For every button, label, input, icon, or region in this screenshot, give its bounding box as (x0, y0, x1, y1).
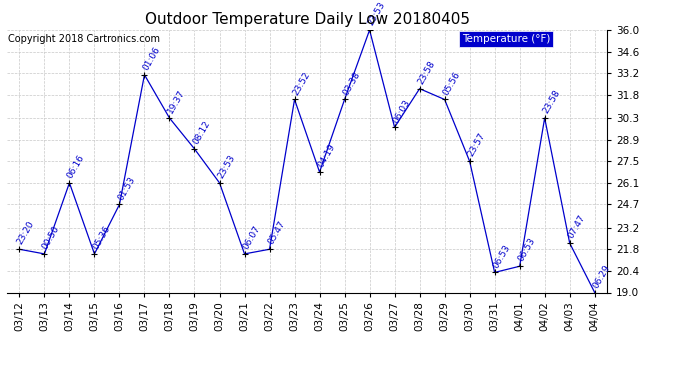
Text: Temperature (°F): Temperature (°F) (462, 34, 551, 44)
Text: 05:36: 05:36 (91, 224, 112, 251)
Text: 23:20: 23:20 (16, 220, 37, 246)
Text: 08:12: 08:12 (191, 119, 212, 146)
Text: 06:53: 06:53 (491, 243, 512, 270)
Text: 01:06: 01:06 (141, 45, 161, 72)
Text: 06:16: 06:16 (66, 153, 86, 180)
Text: 05:56: 05:56 (441, 70, 462, 97)
Text: 06:53: 06:53 (516, 237, 537, 264)
Text: 00:50: 00:50 (41, 224, 61, 251)
Text: 06:29: 06:29 (591, 263, 612, 290)
Text: 23:58: 23:58 (541, 88, 562, 115)
Text: 01:53: 01:53 (116, 175, 137, 202)
Text: 06:03: 06:03 (391, 98, 412, 124)
Text: 19:37: 19:37 (166, 88, 186, 115)
Title: Outdoor Temperature Daily Low 20180405: Outdoor Temperature Daily Low 20180405 (144, 12, 470, 27)
Text: Copyright 2018 Cartronics.com: Copyright 2018 Cartronics.com (8, 34, 160, 44)
Text: 05:47: 05:47 (266, 220, 286, 246)
Text: 06:07: 06:07 (241, 224, 262, 251)
Text: 03:38: 03:38 (341, 70, 362, 97)
Text: 23:57: 23:57 (466, 132, 486, 159)
Text: 23:52: 23:52 (291, 70, 311, 97)
Text: 23:58: 23:58 (416, 59, 437, 86)
Text: 07:47: 07:47 (566, 213, 586, 240)
Text: 23:53: 23:53 (366, 0, 386, 27)
Text: 23:53: 23:53 (216, 153, 237, 180)
Text: 04:19: 04:19 (316, 142, 337, 169)
